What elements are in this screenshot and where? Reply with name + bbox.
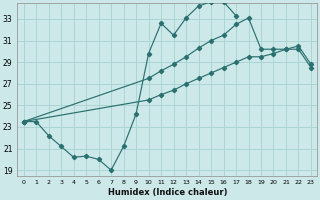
X-axis label: Humidex (Indice chaleur): Humidex (Indice chaleur) xyxy=(108,188,227,197)
